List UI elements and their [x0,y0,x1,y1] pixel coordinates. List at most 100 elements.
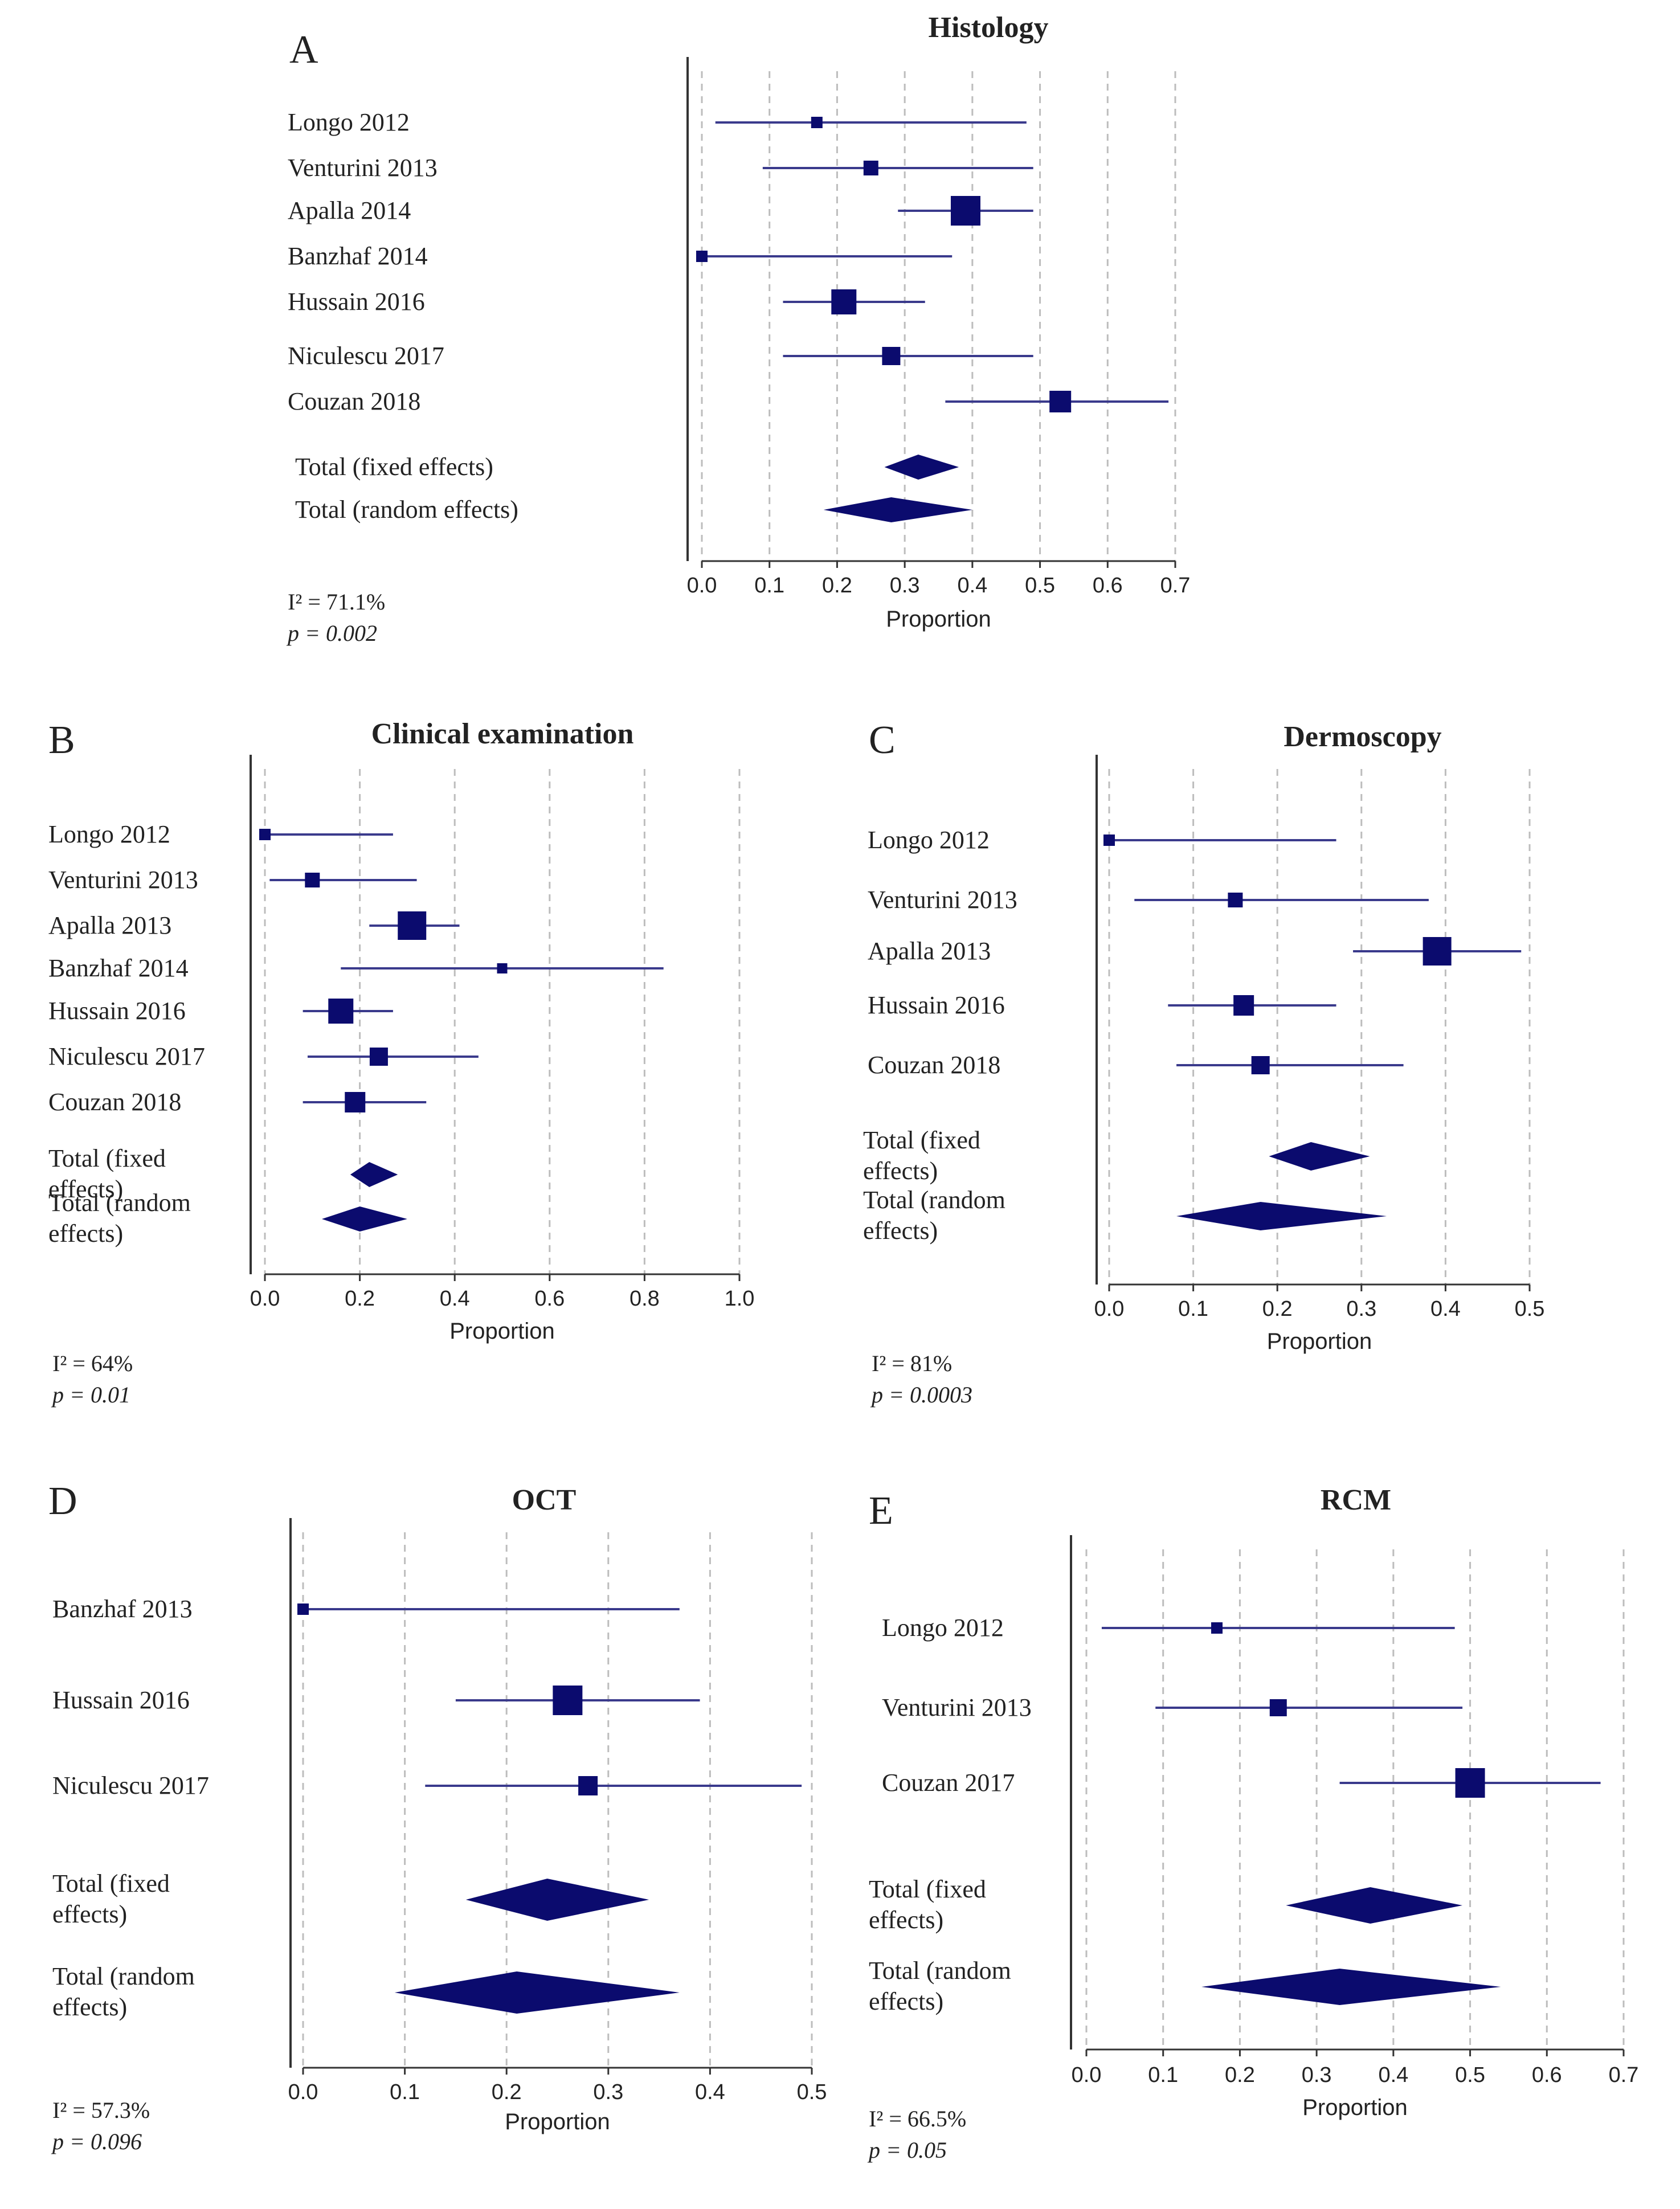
tick-label: 0.5 [1515,1297,1545,1321]
study-label: Longo 2012 [868,826,990,854]
tick-label: 0.0 [1094,1297,1125,1321]
point-estimate [882,347,901,365]
tick-label: 0.5 [1455,2063,1485,2087]
study-label: Couzan 2018 [48,1088,181,1116]
x-axis-label: Proportion [449,1319,555,1344]
tick-label: 0.2 [822,574,852,598]
tick-label: 0.5 [797,2080,827,2104]
panel-letter: E [869,1489,893,1533]
study-label: Banzhaf 2014 [48,954,189,982]
point-estimate [863,161,878,175]
summary-label: Total (fixed effects) [863,1126,980,1185]
x-axis-label: Proportion [1302,2095,1408,2120]
panel-letter: C [869,718,896,762]
summary-diamond [1269,1142,1370,1171]
summary-diamond [1286,1887,1463,1924]
study-label: Apalla 2013 [868,937,991,965]
tick-label: 0.0 [250,1287,280,1311]
panel-d: D OCT 0.0 0.1 0.2 0.3 0.4 0.5 Proportion Banzhaf … [48,1479,827,2154]
study-label: Hussain 2016 [52,1686,190,1714]
point-estimate [297,1603,309,1615]
summary-label: Total (random effects) [295,496,518,523]
point-estimate [398,911,427,940]
point-estimate [497,963,508,973]
tick-label: 0.7 [1609,2063,1639,2087]
heterogeneity-p: p = 0.0003 [870,1382,972,1408]
study-label: Niculescu 2017 [52,1772,209,1799]
tick-label: 0.2 [345,1287,375,1311]
chart-title: Clinical examination [371,718,634,750]
tick-label: 0.4 [695,2080,725,2104]
tick-label: 0.2 [1225,2063,1255,2087]
panel-c: C Dermoscopy 0.0 0.1 0.2 0.3 0.4 0.5 Proportion L… [863,718,1544,1408]
heterogeneity-p: p = 0.05 [867,2137,947,2163]
study-label: Longo 2012 [882,1614,1004,1642]
tick-label: 0.3 [1302,2063,1332,2087]
summary-label: Total (random effects) [52,1962,195,2021]
tick-label: 0.0 [288,2080,318,2104]
study-label: Hussain 2016 [48,997,186,1025]
point-estimate [1233,995,1254,1016]
point-estimate [305,873,320,887]
point-estimate [328,999,354,1024]
summary-diamond [1176,1202,1387,1230]
tick-label: 0.6 [1093,574,1123,598]
heterogeneity-i2: I² = 81% [872,1351,952,1376]
panel-a: A Histology 0.0 0.1 0.2 0.3 0.4 0.5 0.6 0.7 Propor… [286,11,1190,646]
x-axis-label: Proportion [505,2109,610,2134]
tick-label: 0.8 [630,1287,660,1311]
study-label: Couzan 2017 [882,1769,1015,1797]
heterogeneity-p: p = 0.01 [51,1382,130,1408]
summary-label: Total (random effects) [863,1186,1005,1245]
point-estimate [1251,1056,1270,1074]
study-label: Hussain 2016 [868,991,1005,1019]
point-estimate [1455,1768,1485,1798]
tick-label: 0.6 [534,1287,565,1311]
panel-letter: B [48,718,75,762]
point-estimate [950,196,980,226]
tick-label: 0.4 [440,1287,470,1311]
tick-label: 0.3 [593,2080,623,2104]
point-estimate [831,289,857,314]
tick-label: 0.4 [957,574,987,598]
heterogeneity-i2: I² = 64% [52,1351,133,1376]
panel-b: B Clinical examination 0.0 0.2 0.4 0.6 0.8 1.0 P… [48,718,754,1408]
heterogeneity-i2: I² = 66.5% [869,2106,966,2132]
point-estimate [1211,1622,1223,1634]
tick-label: 0.2 [1262,1297,1293,1321]
point-estimate [1049,391,1072,412]
study-label: Banzhaf 2014 [288,242,428,270]
point-estimate [259,829,271,840]
panel-e: E RCM 0.0 0.1 0.2 0.3 0.4 0.5 0.6 0.7 Proportion Lo… [867,1484,1638,2163]
study-label: Apalla 2014 [288,197,411,224]
summary-diamond [884,455,959,480]
tick-label: 0.4 [1378,2063,1408,2087]
study-label: Niculescu 2017 [48,1042,205,1070]
study-label: Apalla 2013 [48,911,171,939]
study-label: Hussain 2016 [288,288,425,316]
summary-label: Total (random effects) [48,1189,191,1247]
summary-label: Total (fixed effects) [48,1144,166,1203]
panel-letter: D [48,1479,77,1523]
point-estimate [1423,937,1452,966]
summary-diamond [465,1879,649,1921]
summary-label: Total (random effects) [869,1957,1011,2015]
heterogeneity-p: p = 0.096 [51,2129,142,2154]
point-estimate [345,1092,366,1112]
tick-label: 0.1 [1148,2063,1178,2087]
heterogeneity-i2: I² = 57.3% [52,2097,150,2123]
tick-label: 0.3 [1346,1297,1376,1321]
x-axis-label: Proportion [886,607,991,632]
point-estimate [1269,1699,1287,1716]
study-label: Niculescu 2017 [288,342,444,370]
point-estimate [696,251,708,262]
study-label: Couzan 2018 [288,387,420,415]
summary-diamond [394,1971,680,2014]
panel-letter: A [289,28,318,72]
study-label: Banzhaf 2013 [52,1595,193,1623]
tick-label: 0.7 [1160,574,1191,598]
point-estimate [553,1686,583,1715]
study-label: Venturini 2013 [882,1693,1032,1721]
point-estimate [1228,893,1243,907]
